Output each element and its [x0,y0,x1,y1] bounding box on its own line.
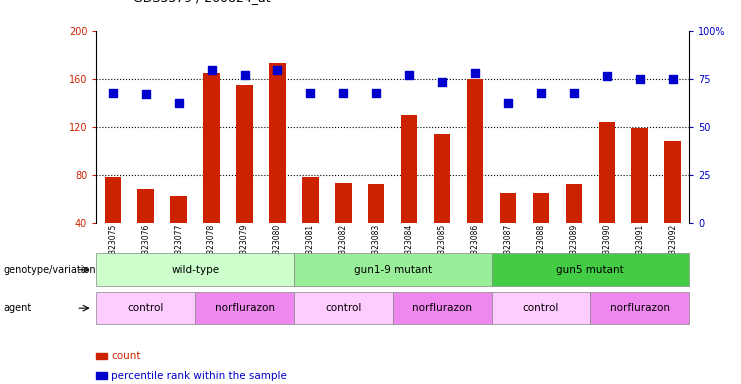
Bar [368,184,385,223]
Point [502,100,514,106]
Point [469,70,481,76]
Bar [170,196,187,223]
Bar [401,115,417,223]
Text: wild-type: wild-type [171,265,219,275]
Point [634,76,645,82]
Point [206,67,218,73]
Text: percentile rank within the sample: percentile rank within the sample [111,371,287,381]
Bar [533,193,549,223]
Text: control: control [127,303,164,313]
Point [601,73,613,79]
Bar [565,184,582,223]
Point [535,90,547,96]
Point [239,72,250,78]
Bar [269,63,286,223]
Point [403,72,415,78]
Bar [467,79,483,223]
Point [436,79,448,85]
Text: genotype/variation: genotype/variation [4,265,96,275]
Text: agent: agent [4,303,32,313]
Point [305,90,316,96]
Text: norflurazon: norflurazon [610,303,670,313]
Point [107,90,119,96]
Text: norflurazon: norflurazon [215,303,274,313]
Point [337,90,349,96]
Point [173,100,185,106]
Point [370,90,382,96]
Bar [302,177,319,223]
Bar [236,85,253,223]
Bar [631,128,648,223]
Point [568,90,579,96]
Bar [104,177,121,223]
Bar [665,141,681,223]
Bar [434,134,451,223]
Text: control: control [325,303,362,313]
Text: count: count [111,351,141,361]
Bar [599,122,615,223]
Text: GDS3379 / 260824_at: GDS3379 / 260824_at [133,0,271,4]
Bar [499,193,516,223]
Text: norflurazon: norflurazon [412,303,472,313]
Bar [203,73,220,223]
Text: gun1-9 mutant: gun1-9 mutant [353,265,432,275]
Bar [335,183,351,223]
Point [271,67,283,73]
Point [140,91,152,98]
Point [667,76,679,82]
Text: gun5 mutant: gun5 mutant [556,265,624,275]
Text: control: control [522,303,559,313]
Bar [138,189,154,223]
